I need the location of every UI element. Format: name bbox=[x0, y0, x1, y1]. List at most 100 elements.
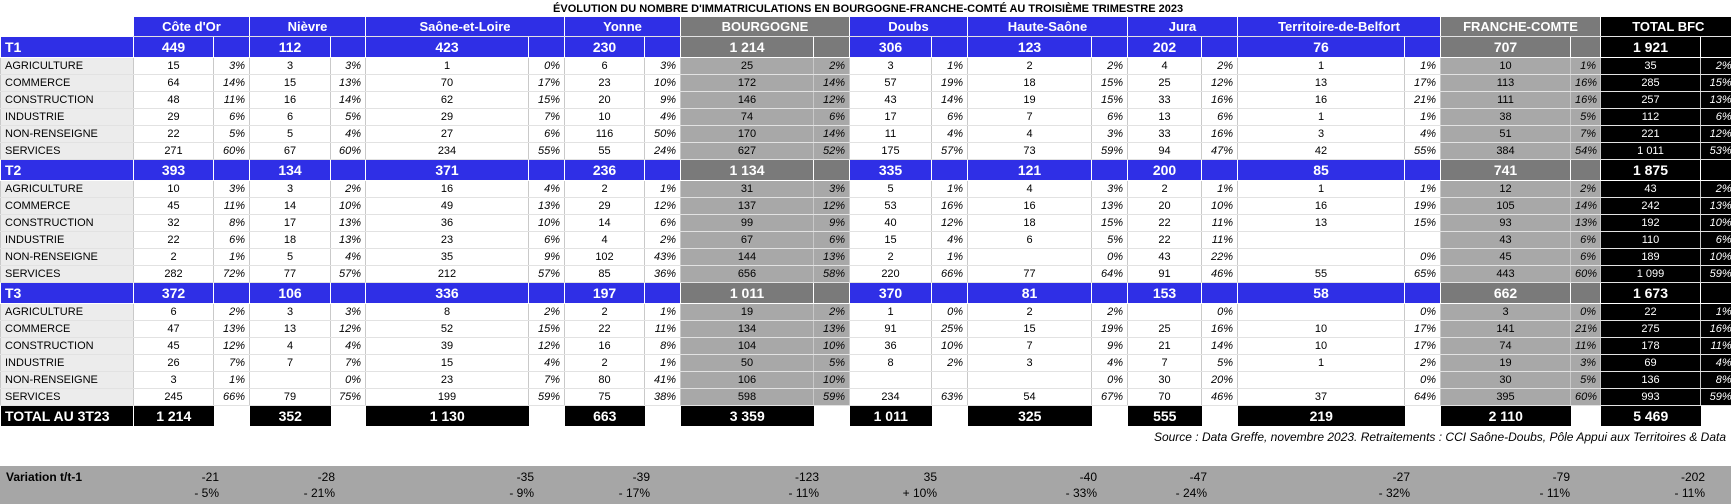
total-separator bbox=[330, 405, 366, 427]
variation-abs: -21 bbox=[201, 470, 219, 484]
quarter-total-pad bbox=[813, 282, 850, 304]
column-header: Territoire-de-Belfort bbox=[1237, 17, 1441, 37]
share-cell: 3% bbox=[213, 57, 250, 75]
count-cell: 30 bbox=[1440, 371, 1571, 389]
quarter-total-pad bbox=[1570, 36, 1601, 58]
sector-row: SERVICES 271 60% 67 60% 234 55% 55 24% 627 52% 175 5… bbox=[0, 142, 1731, 160]
count-cell: 172 bbox=[680, 74, 814, 92]
count-cell: 39 bbox=[365, 337, 529, 355]
count-cell: 22 bbox=[1600, 303, 1701, 321]
count-cell: 2 bbox=[564, 180, 645, 198]
count-cell: 20 bbox=[564, 91, 645, 109]
count-cell: 10 bbox=[1237, 337, 1405, 355]
sector-row: CONSTRUCTION 45 12% 4 4% 39 12% 16 8% 104 10% 36 10%… bbox=[0, 337, 1731, 355]
count-cell: 55 bbox=[1237, 265, 1405, 283]
share-cell: 59% bbox=[1091, 142, 1128, 160]
count-cell: 102 bbox=[564, 248, 645, 266]
count-cell: 70 bbox=[1127, 388, 1202, 406]
share-cell: 60% bbox=[1570, 265, 1601, 283]
share-cell: 66% bbox=[931, 265, 968, 283]
total-value: 555 bbox=[1127, 405, 1202, 427]
count-cell: 1 bbox=[1237, 108, 1405, 126]
sector-label: INDUSTRIE bbox=[0, 231, 134, 249]
variation-label: Variation t/t-1 bbox=[6, 470, 83, 484]
count-cell: 7 bbox=[249, 354, 331, 372]
share-cell: 9% bbox=[1091, 337, 1128, 355]
share-cell: 9% bbox=[528, 248, 565, 266]
quarter-total-pad bbox=[1404, 36, 1441, 58]
share-cell: 6% bbox=[1201, 108, 1238, 126]
variation-abs: -79 bbox=[1552, 470, 1570, 484]
count-cell: 94 bbox=[1127, 142, 1202, 160]
count-cell: 192 bbox=[1600, 214, 1701, 232]
count-cell: 993 bbox=[1600, 388, 1701, 406]
count-cell: 7 bbox=[967, 108, 1092, 126]
share-cell: 59% bbox=[1699, 388, 1731, 406]
quarter-label: T1 bbox=[0, 36, 134, 58]
count-cell: 36 bbox=[849, 337, 932, 355]
count-cell bbox=[249, 371, 331, 389]
sector-label: SERVICES bbox=[0, 265, 134, 283]
count-cell: 116 bbox=[564, 125, 645, 143]
quarter-total-value: 1 673 bbox=[1600, 282, 1701, 304]
share-cell: 47% bbox=[1201, 142, 1238, 160]
share-cell: 14% bbox=[1570, 197, 1601, 215]
share-cell: 64% bbox=[1091, 265, 1128, 283]
share-cell: 14% bbox=[813, 125, 850, 143]
quarter-total-value: 121 bbox=[967, 159, 1092, 181]
variation-value: -79 - 11% bbox=[1440, 469, 1570, 501]
share-cell: 1% bbox=[644, 303, 681, 321]
quarter-total-row: T3 372 106 336 197 1 011 370 81 153 58 662 1 673 bbox=[0, 282, 1731, 304]
count-cell: 29 bbox=[133, 108, 214, 126]
share-cell: 3% bbox=[330, 303, 366, 321]
share-cell: 7% bbox=[528, 371, 565, 389]
count-cell: 77 bbox=[967, 265, 1092, 283]
count-cell: 45 bbox=[133, 337, 214, 355]
share-cell: 3% bbox=[1091, 180, 1128, 198]
count-cell: 257 bbox=[1600, 91, 1701, 109]
count-cell: 29 bbox=[564, 197, 645, 215]
total-value: 663 bbox=[564, 405, 645, 427]
count-cell: 137 bbox=[680, 197, 814, 215]
count-cell: 5 bbox=[249, 125, 331, 143]
share-cell: 15% bbox=[1699, 74, 1731, 92]
count-cell: 146 bbox=[680, 91, 814, 109]
count-cell: 15 bbox=[849, 231, 932, 249]
count-cell: 31 bbox=[680, 180, 814, 198]
quarter-total-value: 202 bbox=[1127, 36, 1202, 58]
share-cell: 13% bbox=[813, 248, 850, 266]
share-cell: 19% bbox=[1091, 320, 1128, 338]
count-cell: 13 bbox=[1237, 74, 1405, 92]
count-cell: 53 bbox=[849, 197, 932, 215]
share-cell: 1% bbox=[1699, 303, 1731, 321]
share-cell: 13% bbox=[330, 231, 366, 249]
count-cell: 30 bbox=[1127, 371, 1202, 389]
count-cell: 35 bbox=[1600, 57, 1701, 75]
sector-label: SERVICES bbox=[0, 388, 134, 406]
share-cell: 5% bbox=[1091, 231, 1128, 249]
count-cell: 7 bbox=[967, 337, 1092, 355]
quarter-total-value: 153 bbox=[1127, 282, 1202, 304]
share-cell: 10% bbox=[931, 337, 968, 355]
sector-row: INDUSTRIE 29 6% 6 5% 29 7% 10 4% 74 6% 17 6% 7 6% 13 6% 1… bbox=[0, 108, 1731, 126]
count-cell: 5 bbox=[849, 180, 932, 198]
count-cell: 80 bbox=[564, 371, 645, 389]
total-separator bbox=[1201, 405, 1238, 427]
count-cell: 136 bbox=[1600, 371, 1701, 389]
count-cell: 15 bbox=[133, 57, 214, 75]
share-cell: 10% bbox=[1699, 214, 1731, 232]
variation-value: -40 - 33% bbox=[967, 469, 1097, 501]
sector-label: INDUSTRIE bbox=[0, 108, 134, 126]
variation-abs: -35 bbox=[516, 470, 534, 484]
count-cell bbox=[1237, 371, 1405, 389]
share-cell: 7% bbox=[330, 354, 366, 372]
quarter-total-pad bbox=[528, 159, 565, 181]
count-cell: 106 bbox=[680, 371, 814, 389]
share-cell: 57% bbox=[931, 142, 968, 160]
share-cell: 10% bbox=[1699, 248, 1731, 266]
quarter-total-value: 1 011 bbox=[680, 282, 814, 304]
count-cell: 10 bbox=[133, 180, 214, 198]
count-cell: 4 bbox=[1127, 57, 1202, 75]
header-corner bbox=[0, 17, 134, 37]
